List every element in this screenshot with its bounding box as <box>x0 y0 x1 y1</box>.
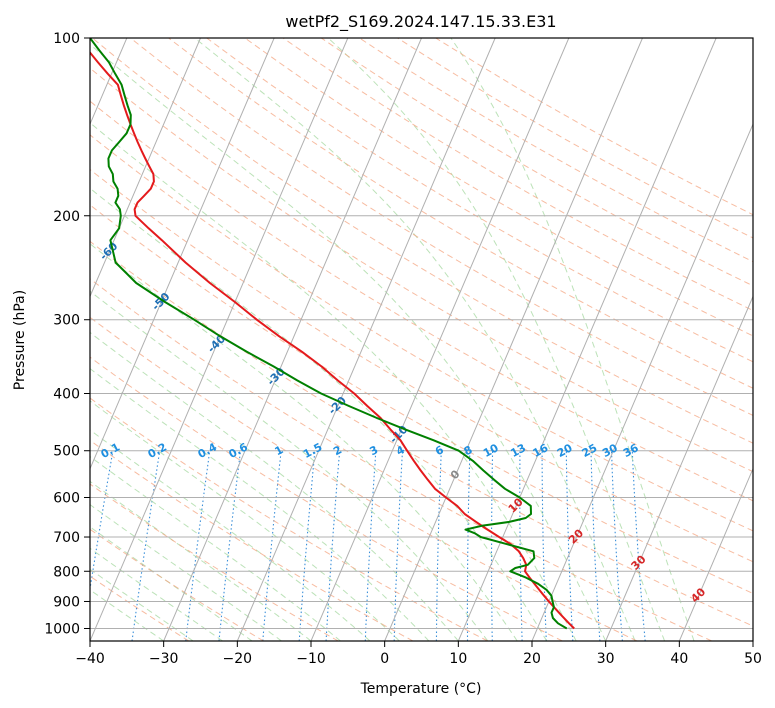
moist-adiabat <box>450 38 695 641</box>
x-tick-label: 0 <box>380 651 389 667</box>
isotherm-line <box>163 38 422 641</box>
mixing-ratio-line <box>185 450 211 641</box>
y-tick-label: 300 <box>53 313 80 329</box>
x-tick-label: −10 <box>296 651 326 667</box>
plot-area <box>90 38 753 641</box>
y-tick-label: 1000 <box>44 621 80 637</box>
isotherm-line <box>531 122 753 641</box>
isotherm-line <box>384 38 643 641</box>
y-tick-label: 800 <box>53 564 80 580</box>
isobars <box>90 38 753 629</box>
mixing-ratio-line <box>90 450 114 593</box>
dry-adiabat <box>91 38 753 444</box>
mixing-ratio-label: 20 <box>555 441 575 460</box>
isotherm-line <box>457 38 717 641</box>
moist-adiabat <box>90 589 164 641</box>
moist-adiabat <box>90 480 312 641</box>
x-tick-label: −30 <box>149 651 179 667</box>
y-tick-label: 100 <box>53 31 80 47</box>
dry-adiabat <box>282 38 753 312</box>
moist-adiabat <box>90 455 341 641</box>
y-tick-label: 700 <box>53 530 80 546</box>
isotherms <box>90 38 753 641</box>
y-axis-label: Pressure (hPa) <box>12 290 28 390</box>
mixing-ratio-label: 13 <box>508 441 528 460</box>
moist-adiabat <box>90 547 223 641</box>
dry-adiabat <box>90 483 339 641</box>
x-tick-label: 30 <box>597 651 615 667</box>
y-tick-label: 900 <box>53 594 80 610</box>
dry-adiabat <box>90 240 753 627</box>
x-tick-label: 10 <box>449 651 467 667</box>
y-axis: 100 200 300 400 500 600 700 800 900 1000 <box>44 31 90 637</box>
x-tick-label: 20 <box>523 651 541 667</box>
moist-adiabat <box>90 331 459 641</box>
mixing-ratio-label: 10 <box>481 441 501 460</box>
plot-frame <box>89 37 754 642</box>
dry-adiabat <box>90 134 753 532</box>
moist-adiabat <box>90 568 194 641</box>
dry-adiabat <box>90 278 712 641</box>
sounding-line <box>90 38 568 630</box>
moist-adiabat <box>194 38 636 641</box>
dry-adiabat <box>168 38 753 389</box>
x-tick-label: −40 <box>75 651 105 667</box>
moist-adiabat <box>90 400 400 641</box>
dry-adiabat <box>90 204 753 594</box>
x-tick-label: −20 <box>223 651 253 667</box>
moist-adiabat <box>90 122 577 641</box>
x-axis: −40 −30 −20 −10 0 10 20 30 40 50 <box>75 641 762 667</box>
mixing-ratio-label: 36 <box>621 441 641 460</box>
x-tick-label: 50 <box>744 651 762 667</box>
mixing-ratio-label: 16 <box>531 441 551 460</box>
dry-adiabat <box>130 38 753 416</box>
y-tick-label: 500 <box>53 444 80 460</box>
moist-adiabat <box>90 526 253 641</box>
y-tick-label: 600 <box>53 490 80 506</box>
mixing-ratio-label: 30 <box>600 441 620 460</box>
isotherm-line <box>90 38 201 298</box>
dry-adiabat <box>90 100 753 502</box>
y-tick-label: 200 <box>53 209 80 225</box>
moist-adiabat <box>90 504 282 641</box>
isotherm-line <box>90 38 349 641</box>
isotherm-line <box>90 38 275 470</box>
isotherm-line <box>236 38 496 641</box>
chart-title: wetPf2_S169.2024.147.15.33.E31 <box>285 12 556 32</box>
moist-adiabat <box>327 38 666 641</box>
y-tick-label: 400 <box>53 387 80 403</box>
dry-adiabat <box>90 356 563 641</box>
x-tick-label: 40 <box>670 651 688 667</box>
moist-adiabat <box>90 43 607 641</box>
dry-adiabat <box>244 38 753 337</box>
dry-adiabat <box>90 528 264 641</box>
sounding-series <box>90 38 575 630</box>
x-axis-label: Temperature (°C) <box>360 681 482 697</box>
mixing-ratio-label: 25 <box>580 441 600 460</box>
moist-adiabat <box>90 429 371 641</box>
isotherm-line <box>310 38 570 641</box>
isotherm-line <box>605 295 753 641</box>
moist-adiabat <box>90 243 518 641</box>
isotherm-line <box>678 467 753 641</box>
